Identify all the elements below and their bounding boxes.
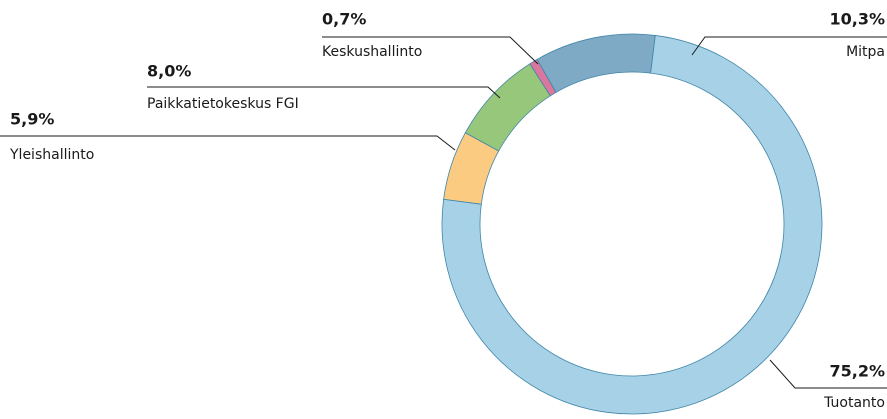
- leader-line: [147, 86, 501, 99]
- category-label: Paikkatietokeskus FGI: [147, 96, 299, 112]
- donut-segment: [529, 58, 557, 97]
- leader-line: [769, 359, 887, 389]
- value-label: 8,0%: [147, 62, 191, 81]
- category-label: Mitpa: [846, 44, 885, 60]
- category-label: Keskushallinto: [322, 44, 422, 60]
- category-label: Yleishallinto: [9, 147, 94, 163]
- value-label: 10,3%: [829, 10, 885, 29]
- leader-line: [691, 36, 887, 56]
- category-label: Tuotanto: [823, 395, 885, 411]
- donut-segment: [441, 34, 823, 415]
- donut-segment: [536, 33, 656, 93]
- leader-line: [322, 36, 539, 65]
- value-label: 75,2%: [829, 362, 885, 381]
- donut-segment: [464, 63, 551, 152]
- value-label: 0,7%: [322, 10, 366, 29]
- value-label: 5,9%: [10, 110, 54, 129]
- leader-line: [0, 135, 456, 151]
